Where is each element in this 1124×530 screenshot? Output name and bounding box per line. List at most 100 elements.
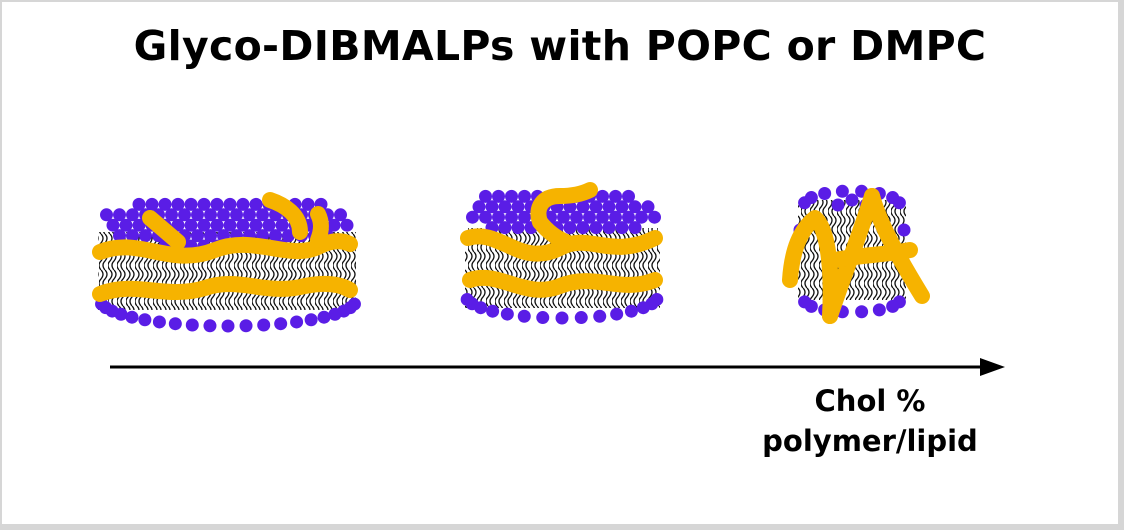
lipid-head (249, 197, 263, 211)
lipid-head (536, 311, 550, 325)
lipid-head (570, 210, 583, 224)
lipid-head (615, 200, 629, 214)
lipid-head (602, 200, 616, 214)
lipid-head (262, 218, 276, 232)
arrow-head (980, 358, 1005, 376)
polymer-belt-3 (782, 188, 930, 324)
figure-title: Glyco-DIBMALPs with POPC or DMPC (133, 22, 987, 70)
lipid-head (171, 218, 185, 232)
lipid-head (239, 319, 253, 333)
lipid-head (610, 307, 624, 321)
lipid-head (492, 189, 505, 203)
lipid-head (615, 221, 629, 235)
lipid-head (119, 218, 133, 232)
increase-arrow (110, 358, 1005, 376)
lipid-head (622, 189, 635, 203)
lipid-head (517, 309, 531, 323)
lipid-head (184, 218, 198, 232)
lipid-head (221, 319, 235, 333)
lipid-head (125, 310, 139, 324)
lipid-head (274, 317, 288, 331)
lipid-head (132, 218, 146, 232)
lipid-head (492, 210, 505, 224)
lipid-head (498, 200, 512, 214)
lipid-head (557, 210, 570, 224)
lipid-head (301, 197, 315, 211)
lipid-head (804, 191, 818, 205)
lipid-head (518, 189, 531, 203)
lipid-head (472, 200, 486, 214)
lipid-head (479, 210, 492, 224)
lipid-head (555, 311, 569, 325)
lipid-head (191, 229, 204, 243)
lipid-head (290, 315, 304, 329)
lipid-head (328, 307, 342, 321)
lipid-head (593, 309, 607, 323)
lipid-head (178, 208, 191, 222)
lipid-head (624, 304, 638, 318)
lipid-head (184, 197, 198, 211)
lipid-head (589, 200, 603, 214)
lipid-head (641, 200, 655, 214)
lipid-head (609, 189, 622, 203)
lipid-head (191, 208, 204, 222)
lipid-head (106, 218, 120, 232)
lipid-head (210, 197, 224, 211)
lipid-head (126, 229, 139, 243)
lipid-head (113, 208, 126, 222)
lipid-head (165, 208, 178, 222)
lipid-head (498, 221, 512, 235)
lipid-head (204, 208, 217, 222)
lipid-head (210, 218, 224, 232)
lipid-head (486, 304, 500, 318)
lipid-head (589, 221, 603, 235)
lipid-head (138, 313, 152, 327)
lipid-head (855, 305, 869, 319)
lipid-head (168, 317, 182, 331)
lipid-head (334, 208, 347, 222)
lipid-head (505, 189, 518, 203)
lipid-head (269, 229, 282, 243)
lipid-head (113, 229, 126, 243)
lipid-head (818, 186, 832, 200)
lipid-head (223, 197, 237, 211)
lipid-head (197, 218, 211, 232)
lipid-head (139, 229, 152, 243)
lipid-head (831, 198, 845, 212)
polymer-belt-1 (92, 192, 358, 302)
lipid-head (158, 197, 172, 211)
lipid-head (479, 189, 492, 203)
lipid-head (236, 218, 250, 232)
lipid-head (257, 318, 271, 332)
lipid-head (897, 223, 911, 237)
lipid-head (100, 208, 113, 222)
lipid-head (628, 200, 642, 214)
lipid-head (282, 229, 295, 243)
lipid-head (845, 193, 859, 207)
lipid-head (223, 218, 237, 232)
lipid-head (576, 221, 590, 235)
lipid-head (511, 221, 525, 235)
lipid-head (892, 196, 906, 210)
lipid-head (152, 315, 166, 329)
large-nanodisc (92, 192, 361, 333)
lipid-head (636, 301, 650, 315)
lipid-head (340, 218, 354, 232)
lipid-head (886, 299, 900, 313)
lipid-head (132, 197, 146, 211)
lipid-head (230, 208, 243, 222)
lipid-head (609, 210, 622, 224)
lipid-head (236, 197, 250, 211)
lipid-head (583, 210, 596, 224)
lipid-head (563, 221, 577, 235)
chol-percent-label: Chol % (814, 384, 926, 418)
lipid-head (872, 303, 886, 317)
lipid-head (197, 197, 211, 211)
lipid-head (466, 210, 479, 224)
lipid-head (622, 210, 635, 224)
lipid-head (171, 197, 185, 211)
lipid-head (596, 210, 609, 224)
lipid-head (327, 218, 341, 232)
lipid-head (204, 229, 217, 243)
